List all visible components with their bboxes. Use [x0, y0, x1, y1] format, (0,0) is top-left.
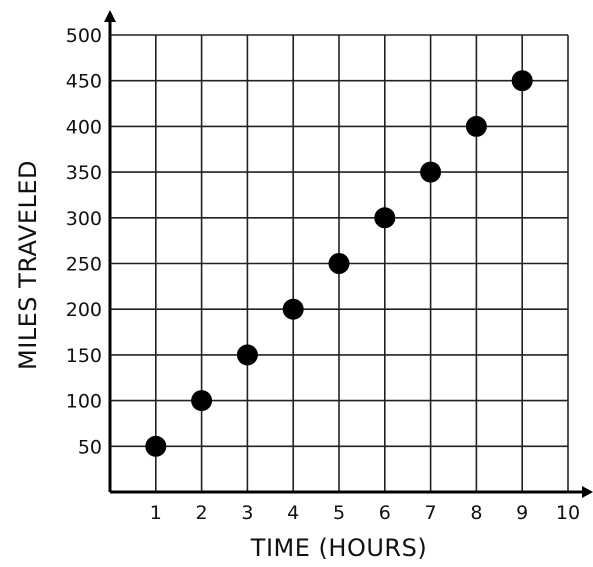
y-tick-label: 400	[66, 116, 102, 138]
data-point	[374, 207, 396, 229]
y-tick-label: 200	[66, 299, 102, 321]
y-axis-arrow	[104, 10, 116, 22]
y-tick-label: 50	[78, 436, 102, 458]
x-tick-label: 2	[196, 502, 208, 524]
y-axis-title: MILES TRAVELED	[14, 160, 42, 370]
x-tick-label: 4	[287, 502, 299, 524]
x-tick-label: 10	[556, 502, 580, 524]
y-tick-label: 500	[66, 25, 102, 47]
y-tick-label: 250	[66, 254, 102, 276]
y-tick-label: 300	[66, 208, 102, 230]
axes-layer	[104, 10, 593, 498]
x-tick-label: 6	[379, 502, 391, 524]
y-tick-label: 450	[66, 71, 102, 93]
y-tick-label: 150	[66, 345, 102, 367]
data-point	[191, 390, 213, 412]
x-axis-title: TIME (HOURS)	[250, 534, 427, 562]
data-point	[420, 161, 442, 183]
data-point	[328, 253, 350, 274]
y-tick-label: 350	[66, 162, 102, 184]
x-tick-label: 8	[470, 502, 482, 524]
data-point	[465, 115, 487, 137]
x-tick-label: 7	[425, 502, 437, 524]
grid-layer	[110, 34, 569, 492]
data-point	[145, 435, 167, 457]
y-tick-label: 100	[66, 391, 102, 413]
points-layer	[145, 70, 533, 457]
x-tick-label: 5	[333, 502, 345, 524]
x-tick-label: 9	[516, 502, 528, 524]
ticks-layer: 1 2 3 4 5 6 7 8 9 10 50 100 150 200 250 300 350 400 450 500	[66, 25, 580, 524]
x-tick-label: 1	[150, 502, 162, 524]
x-tick-label: 3	[241, 502, 253, 524]
data-point	[511, 70, 533, 92]
x-axis-arrow	[582, 486, 593, 498]
data-point	[236, 344, 258, 366]
data-point	[282, 298, 304, 320]
